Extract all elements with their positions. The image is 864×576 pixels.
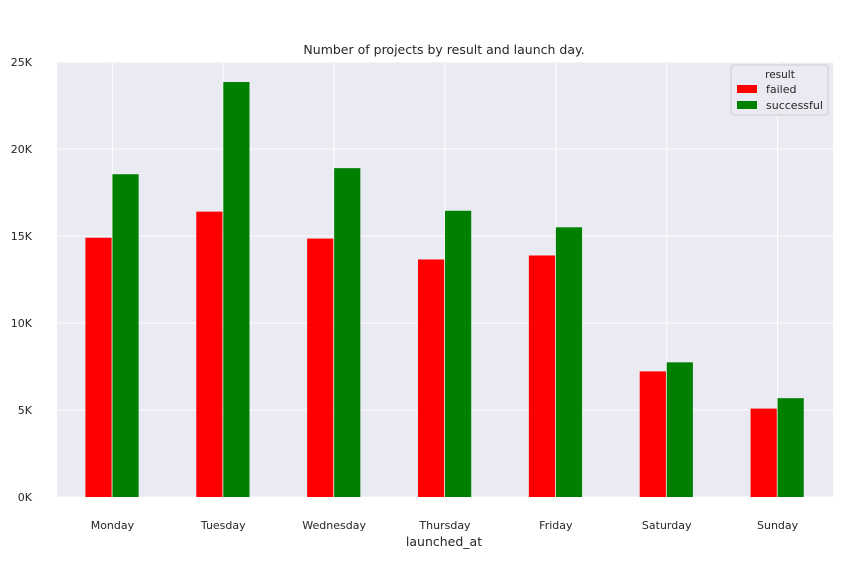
legend-title: result <box>765 69 795 81</box>
x-tick-label: Sunday <box>757 519 799 532</box>
y-tick-label: 20K <box>11 143 33 156</box>
x-axis-label: launched_at <box>406 534 482 549</box>
y-tick-label: 0K <box>18 491 33 504</box>
legend: result failed successful <box>730 64 829 116</box>
bar-failed-wednesday <box>307 238 334 498</box>
y-tick-label: 25K <box>11 56 33 69</box>
x-tick-label: Saturday <box>642 519 692 532</box>
bar-failed-friday <box>528 255 556 497</box>
bar-successful-monday <box>112 174 139 498</box>
bar-failed-saturday <box>639 371 666 497</box>
bar-successful-friday <box>555 227 583 498</box>
legend-label-successful: successful <box>766 99 823 112</box>
chart-title: Number of projects by result and launch … <box>303 42 584 57</box>
bar-successful-wednesday <box>334 168 361 497</box>
bar-successful-thursday <box>445 210 472 497</box>
legend-swatch-successful <box>737 101 757 109</box>
x-tick-label: Tuesday <box>200 519 246 532</box>
legend-label-failed: failed <box>766 83 796 96</box>
y-tick-label: 15K <box>11 230 33 243</box>
y-tick-label: 5K <box>18 404 33 417</box>
bar-failed-sunday <box>750 408 777 497</box>
bar-successful-tuesday <box>223 82 250 497</box>
x-tick-label: Friday <box>539 519 573 532</box>
y-tick-label: 10K <box>11 317 33 330</box>
bar-failed-thursday <box>418 259 445 497</box>
x-tick-labels: Monday Tuesday Wednesday Thursday Friday Satu… <box>91 519 799 532</box>
bar-failed-tuesday <box>196 211 223 497</box>
bar-successful-sunday <box>777 398 804 497</box>
x-tick-label: Thursday <box>418 519 471 532</box>
y-tick-labels: 0K 5K 10K 15K 20K 25K <box>11 56 33 504</box>
legend-swatch-failed <box>737 85 757 93</box>
bar-failed-monday <box>85 237 112 498</box>
bar-successful-saturday <box>666 362 693 497</box>
bars <box>85 82 804 498</box>
x-tick-label: Monday <box>91 519 135 532</box>
x-tick-label: Wednesday <box>302 519 366 532</box>
